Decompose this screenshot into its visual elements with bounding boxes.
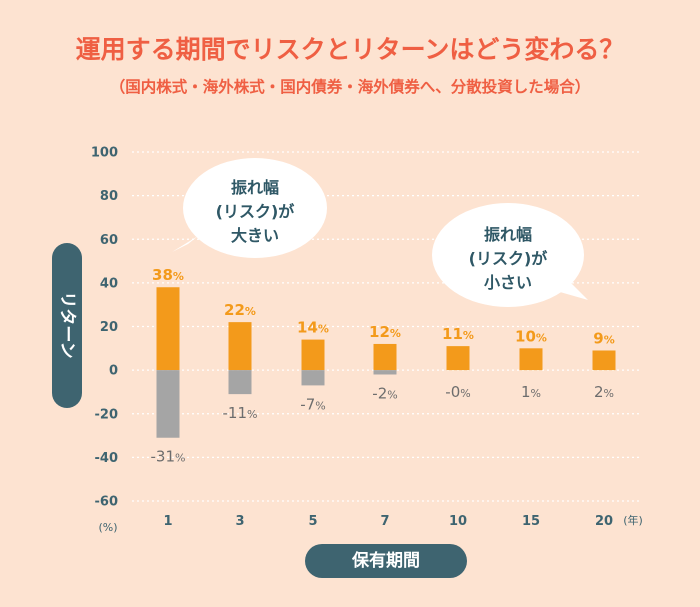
x-tick-label: 15	[522, 514, 540, 529]
chart-subtitle: （国内株式・海外株式・国内債券・海外債券へ、分散投資した場合）	[110, 77, 591, 96]
bubble-tail	[172, 236, 198, 252]
y-tick-labels: 100 80 60 40 20 0 -20 -40 -60	[91, 146, 118, 510]
y-tick-label: -20	[95, 407, 119, 422]
bubble-line: (リスク)が	[469, 249, 548, 268]
y-tick-label: 0	[109, 364, 118, 379]
y-axis-title-pill	[52, 243, 82, 408]
value-label: 10%	[515, 327, 547, 345]
value-label: 14%	[297, 319, 329, 337]
y-tick-label: 20	[100, 320, 118, 335]
x-tick-label: 7	[380, 514, 389, 529]
bars	[156, 287, 616, 438]
bubble-line: 振れ幅	[231, 178, 279, 197]
x-tick-label: 10	[449, 514, 467, 529]
x-tick-label: 20	[595, 514, 613, 529]
value-label: 22%	[224, 301, 256, 319]
value-label: -11%	[223, 404, 258, 422]
bar-return	[373, 343, 397, 371]
x-axis-title-text: 保有期間	[351, 550, 420, 571]
bar-risk	[228, 370, 252, 395]
bubble-small-risk: 振れ幅 (リスク)が 小さい	[432, 203, 588, 307]
x-axis-title: 保有期間	[305, 544, 467, 578]
value-label: 2%	[594, 383, 614, 401]
value-labels: 38% -31% 22% -11% 14% -7% 12% -2% 11% -0% 10% 1% 9% 2…	[151, 266, 615, 466]
bar-risk	[156, 370, 180, 438]
y-tick-label: 60	[100, 233, 118, 248]
value-label: 9%	[593, 329, 614, 347]
y-tick-label: -60	[95, 495, 119, 510]
value-label: 38%	[152, 266, 184, 284]
bubble-line: (リスク)が	[216, 202, 295, 221]
value-label: -7%	[300, 395, 325, 413]
y-tick-label: 80	[100, 189, 118, 204]
chart-title: 運用する期間でリスクとリターンはどう変わる？	[76, 35, 625, 64]
bar-return	[592, 350, 616, 371]
bubble-large-risk: 振れ幅 (リスク)が 大きい	[172, 158, 327, 258]
value-label: -0%	[445, 383, 470, 401]
y-axis-title: リターン	[52, 243, 82, 408]
y-tick-label: 40	[100, 276, 118, 291]
x-tick-label: 5	[308, 514, 317, 529]
x-tick-label: 1	[163, 514, 172, 529]
bar-return	[301, 339, 325, 371]
y-tick-label: 100	[91, 146, 118, 161]
bar-return	[228, 322, 252, 371]
x-tick-labels: 1 3 5 7 10 15 20	[163, 514, 613, 529]
y-tick-label: -40	[95, 451, 119, 466]
bar-return	[156, 287, 180, 371]
bar-return	[519, 348, 543, 371]
bubble-line: 小さい	[484, 273, 532, 292]
x-axis-title-pill	[305, 544, 467, 578]
bubble-line: 振れ幅	[484, 225, 532, 244]
bubble-shape	[432, 203, 584, 307]
y-unit-label: (%)	[98, 521, 117, 534]
bar-risk	[301, 370, 325, 386]
value-label: -31%	[151, 448, 186, 466]
bar-risk	[373, 370, 397, 375]
value-label: 1%	[521, 383, 541, 401]
y-axis-title-text: リターン	[57, 291, 77, 358]
value-label: 12%	[369, 323, 401, 341]
x-unit-label: (年)	[623, 513, 643, 527]
bubble-line: 大きい	[231, 226, 279, 245]
value-label: -2%	[372, 384, 397, 402]
value-label: 11%	[442, 325, 474, 343]
bar-return	[446, 346, 470, 371]
x-tick-label: 3	[235, 514, 244, 529]
bubble-shape	[183, 158, 327, 258]
